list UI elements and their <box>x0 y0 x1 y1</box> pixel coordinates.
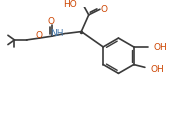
Text: OH: OH <box>153 43 167 52</box>
Text: NH: NH <box>50 29 64 38</box>
Text: O: O <box>100 5 107 14</box>
Text: O: O <box>35 31 42 40</box>
Text: HO: HO <box>63 0 77 9</box>
Text: O: O <box>47 17 54 26</box>
Text: OH: OH <box>151 64 164 73</box>
